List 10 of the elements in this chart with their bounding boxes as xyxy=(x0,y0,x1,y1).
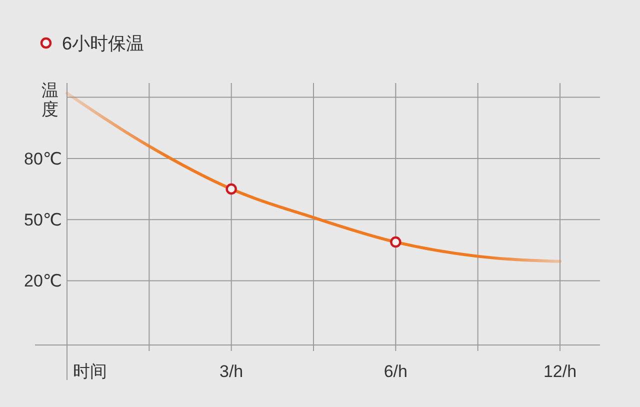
y-axis-title: 温度 xyxy=(42,81,58,119)
x-tick-label: 12/h xyxy=(543,362,577,381)
line-series xyxy=(66,92,562,263)
x-tick-label: 6/h xyxy=(384,362,408,381)
x-axis-title: 时间 xyxy=(73,362,107,381)
y-tick-label: 80℃ xyxy=(24,149,62,168)
x-tick-label: 3/h xyxy=(220,362,244,381)
legend-label: 6小时保温 xyxy=(62,33,144,54)
y-tick-label: 50℃ xyxy=(24,210,62,230)
y-tick-label: 20℃ xyxy=(24,272,62,291)
